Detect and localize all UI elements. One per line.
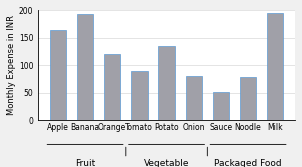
- Text: Vegetable: Vegetable: [144, 159, 189, 167]
- Text: Packaged Food: Packaged Food: [214, 159, 282, 167]
- Y-axis label: Monthly Expense in INR: Monthly Expense in INR: [7, 15, 16, 115]
- Bar: [50, 30, 66, 120]
- Bar: [240, 77, 256, 120]
- Text: Fruit: Fruit: [75, 159, 95, 167]
- Bar: [77, 14, 93, 120]
- Bar: [104, 54, 120, 120]
- Bar: [131, 71, 148, 120]
- Bar: [267, 13, 283, 120]
- Bar: [186, 76, 202, 120]
- Bar: [159, 46, 175, 120]
- Bar: [213, 92, 229, 120]
